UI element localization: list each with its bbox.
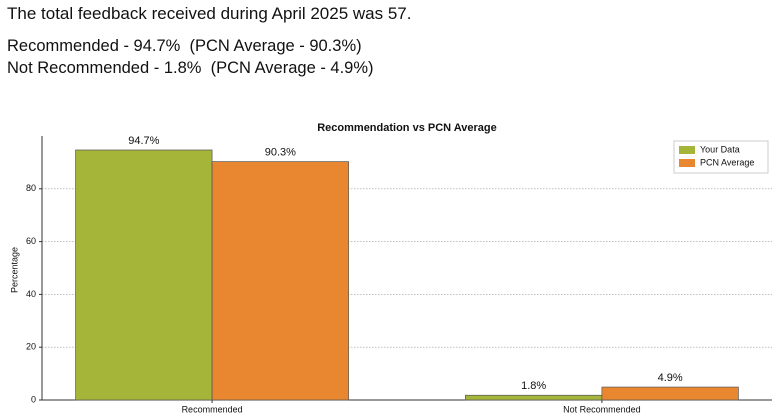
x-tick-label: Not Recommended xyxy=(563,404,641,414)
y-tick-label: 60 xyxy=(26,236,36,246)
legend-label: PCN Average xyxy=(700,157,754,167)
value-label: 90.3% xyxy=(265,147,296,159)
summary: The total feedback received during April… xyxy=(7,4,412,23)
legend-swatch xyxy=(679,146,695,154)
bar xyxy=(75,149,213,401)
y-tick-label: 20 xyxy=(26,342,36,352)
bar xyxy=(211,161,349,401)
legend-label: Your Data xyxy=(700,144,740,154)
y-tick-label: 40 xyxy=(26,289,36,299)
recommended-line: Recommended - 94.7% (PCN Average - 90.3%… xyxy=(7,37,362,55)
y-tick-label: 80 xyxy=(26,183,36,193)
y-axis-label: Percentage xyxy=(9,247,19,293)
bar xyxy=(465,394,603,401)
y-tick-label: 0 xyxy=(31,394,36,404)
legend-swatch xyxy=(679,159,695,167)
x-tick-label: Recommended xyxy=(182,404,243,414)
value-label: 94.7% xyxy=(128,135,159,147)
value-label: 1.8% xyxy=(521,380,546,392)
chart-title: Recommendation vs PCN Average xyxy=(317,122,497,134)
bar xyxy=(601,386,739,401)
not-recommended-line: Not Recommended - 1.8% (PCN Average - 4.… xyxy=(7,59,374,77)
value-label: 4.9% xyxy=(658,372,683,384)
